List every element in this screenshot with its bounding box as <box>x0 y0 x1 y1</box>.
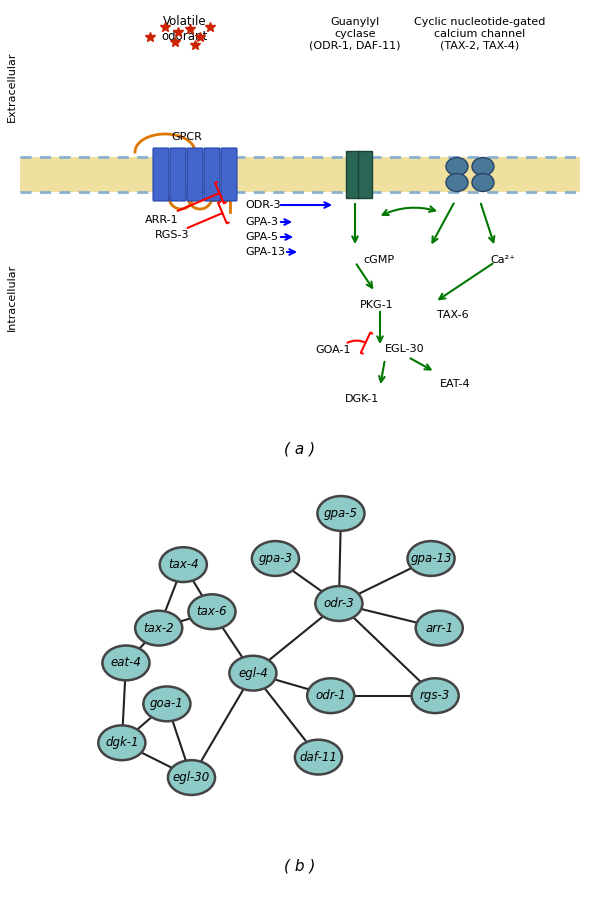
Text: Volatile
odorant: Volatile odorant <box>162 15 208 43</box>
Text: cGMP: cGMP <box>363 255 394 265</box>
Text: dgk-1: dgk-1 <box>105 736 139 750</box>
Text: eat-4: eat-4 <box>110 656 142 670</box>
Text: gpa-13: gpa-13 <box>410 552 452 565</box>
Ellipse shape <box>317 496 364 531</box>
Text: Extracellular: Extracellular <box>7 51 17 122</box>
Text: tax-6: tax-6 <box>197 605 227 618</box>
Text: GOA-1: GOA-1 <box>315 345 350 355</box>
Text: Cyclic nucleotide-gated
calcium channel
(TAX-2, TAX-4): Cyclic nucleotide-gated calcium channel … <box>415 17 545 50</box>
Ellipse shape <box>446 158 468 176</box>
Text: EGL-30: EGL-30 <box>385 344 425 354</box>
FancyBboxPatch shape <box>170 148 186 201</box>
FancyBboxPatch shape <box>204 148 220 201</box>
Ellipse shape <box>472 174 494 192</box>
Ellipse shape <box>307 679 354 713</box>
Text: GPA-5: GPA-5 <box>245 232 278 242</box>
Ellipse shape <box>229 656 277 690</box>
Text: tax-2: tax-2 <box>143 622 174 634</box>
Ellipse shape <box>168 760 215 795</box>
Text: GPCR: GPCR <box>172 132 202 142</box>
Bar <box>20 157 580 192</box>
Text: Guanylyl
cyclase
(ODR-1, DAF-11): Guanylyl cyclase (ODR-1, DAF-11) <box>309 17 401 50</box>
Text: Ca²⁺: Ca²⁺ <box>490 255 515 265</box>
Text: DGK-1: DGK-1 <box>345 394 379 404</box>
Text: RGS-3: RGS-3 <box>155 230 190 240</box>
Text: ODR-3: ODR-3 <box>245 200 281 210</box>
Text: goa-1: goa-1 <box>150 698 184 710</box>
Text: daf-11: daf-11 <box>299 751 337 763</box>
Text: ARR-1: ARR-1 <box>145 215 179 225</box>
Ellipse shape <box>412 679 458 713</box>
Text: gpa-3: gpa-3 <box>259 552 292 565</box>
Ellipse shape <box>252 541 299 576</box>
Ellipse shape <box>295 740 342 775</box>
Ellipse shape <box>143 687 190 721</box>
FancyBboxPatch shape <box>187 148 203 201</box>
Ellipse shape <box>446 174 468 192</box>
Text: tax-4: tax-4 <box>168 558 199 572</box>
Ellipse shape <box>135 611 182 645</box>
Ellipse shape <box>416 611 463 645</box>
Text: rgs-3: rgs-3 <box>420 689 450 702</box>
Text: PKG-1: PKG-1 <box>360 300 394 310</box>
Text: arr-1: arr-1 <box>425 622 453 634</box>
Text: egl-30: egl-30 <box>173 771 210 784</box>
Ellipse shape <box>188 594 236 629</box>
Ellipse shape <box>316 586 362 621</box>
Ellipse shape <box>407 541 455 576</box>
Text: ( b ): ( b ) <box>284 858 316 873</box>
Bar <box>346 151 359 198</box>
Ellipse shape <box>98 725 145 760</box>
Text: egl-4: egl-4 <box>238 667 268 680</box>
FancyBboxPatch shape <box>221 148 237 201</box>
Text: TAX-6: TAX-6 <box>437 310 469 320</box>
Text: gpa-5: gpa-5 <box>324 507 358 520</box>
Text: EAT-4: EAT-4 <box>440 379 470 389</box>
Bar <box>358 151 371 198</box>
Text: odr-1: odr-1 <box>316 689 346 702</box>
Text: odr-3: odr-3 <box>323 597 354 610</box>
Text: GPA-13: GPA-13 <box>245 247 285 257</box>
Text: GPA-3: GPA-3 <box>245 217 278 227</box>
Ellipse shape <box>472 158 494 176</box>
Ellipse shape <box>103 645 149 680</box>
FancyBboxPatch shape <box>153 148 169 201</box>
Text: ( a ): ( a ) <box>284 442 316 457</box>
Ellipse shape <box>160 547 207 582</box>
Text: Intracellular: Intracellular <box>7 264 17 330</box>
